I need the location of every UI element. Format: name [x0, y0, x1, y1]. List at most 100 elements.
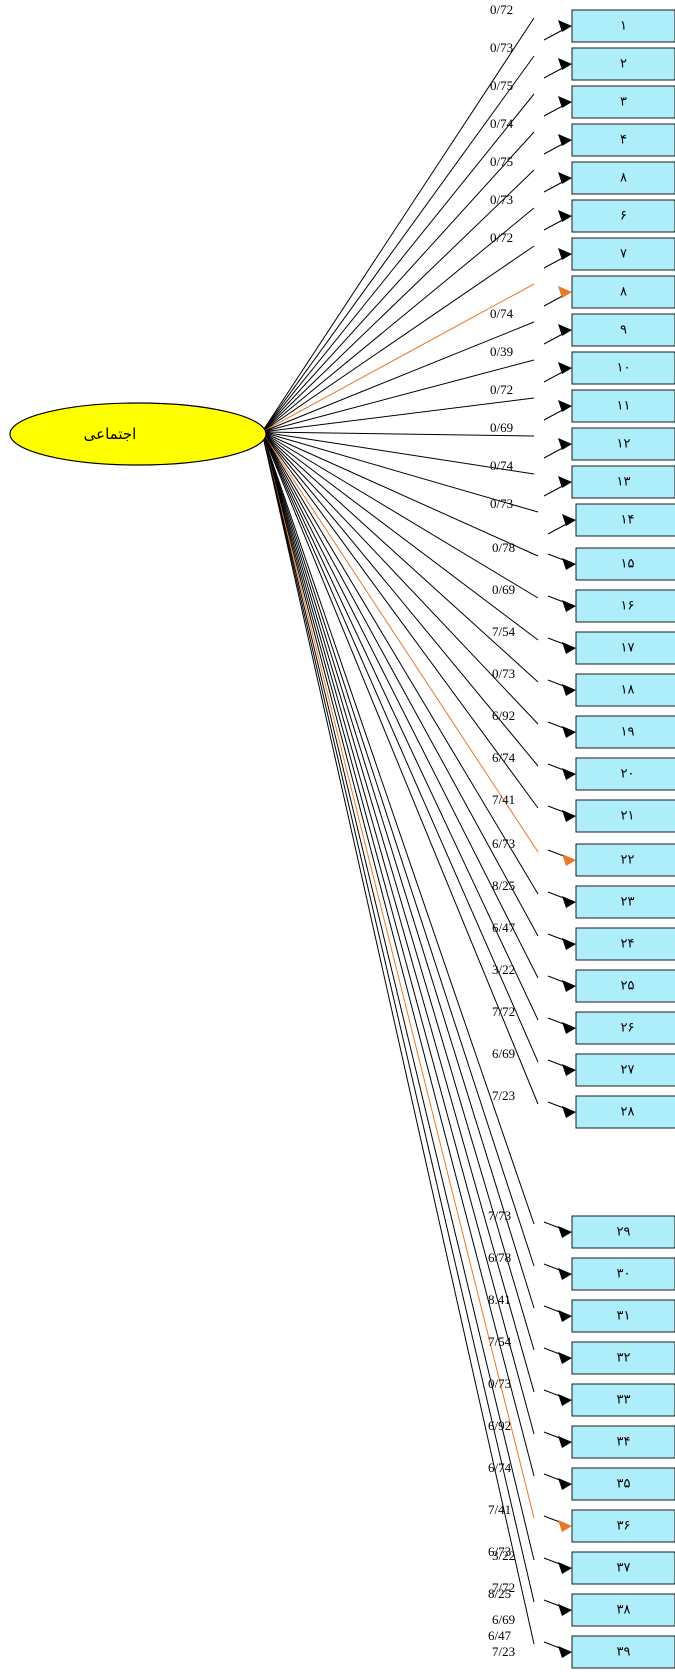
coefficient-35: 6/74 — [488, 1460, 512, 1475]
arrowhead-28 — [562, 1106, 576, 1118]
arrowhead-1 — [558, 20, 572, 32]
arrowhead-26 — [562, 1022, 576, 1034]
indicator-label-4: ۴ — [620, 133, 627, 148]
indicator-label-36: ٣۶ — [617, 1519, 631, 1534]
indicator-label-11: ١١ — [617, 399, 631, 414]
arrowhead-11 — [558, 400, 572, 412]
latent-variable-node[interactable]: اجتماعی — [10, 403, 266, 465]
arrowhead-33 — [558, 1394, 572, 1406]
arrowhead-6 — [558, 210, 572, 222]
arrowhead-9 — [558, 324, 572, 336]
indicator-label-12: ١٢ — [617, 437, 631, 452]
coefficient-17: 7/54 — [492, 624, 516, 639]
indicator-label-32: ٣٢ — [617, 1351, 631, 1366]
arrowhead-34 — [558, 1436, 572, 1448]
arrowhead-32 — [558, 1352, 572, 1364]
indicator-label-16: ١۶ — [621, 599, 635, 614]
coefficient-21: 7/41 — [492, 792, 515, 807]
indicator-label-27: ٢٧ — [621, 1063, 635, 1078]
indicator-label-33: ٣٣ — [617, 1393, 631, 1408]
arrowhead-19 — [562, 726, 576, 738]
indicator-label-25: ٢۵ — [621, 979, 635, 994]
indicator-label-7: ٧ — [620, 247, 627, 262]
indicator-label-39: ٣٩ — [617, 1645, 631, 1660]
coefficient-6: 0/73 — [490, 192, 513, 207]
indicator-label-28: ٢٨ — [621, 1105, 635, 1120]
edges-layer — [262, 18, 576, 1658]
arrowhead-10 — [558, 362, 572, 374]
coefficient-extra-1: 3/22 — [492, 1548, 515, 1563]
arrowhead-4 — [558, 134, 572, 146]
indicator-label-26: ٢۶ — [621, 1021, 635, 1036]
arrowhead-29 — [558, 1226, 572, 1238]
coefficient-16: 0/69 — [492, 582, 515, 597]
coefficient-36: 7/41 — [488, 1502, 511, 1517]
arrowhead-3 — [558, 96, 572, 108]
coefficient-13: 0/74 — [490, 458, 514, 473]
arrowhead-8 — [558, 286, 572, 298]
arrowhead-16 — [562, 600, 576, 612]
arrowhead-14 — [562, 514, 576, 526]
indicator-label-13: ١٣ — [617, 475, 631, 490]
latent-label: اجتماعی — [84, 425, 137, 443]
coefficient-27: 6/69 — [492, 1046, 515, 1061]
indicator-label-1: ١ — [620, 19, 627, 34]
coefficient-1: 0/72 — [490, 2, 513, 17]
arrowhead-17 — [562, 642, 576, 654]
coefficient-24: 6/47 — [492, 920, 516, 935]
indicator-label-20: ٢٠ — [621, 767, 635, 782]
indicator-label-17: ١٧ — [621, 641, 635, 656]
coefficient-25: 3/22 — [492, 962, 515, 977]
coefficient-18: 0/73 — [492, 666, 515, 681]
indicator-label-19: ١٩ — [621, 725, 635, 740]
arrowhead-30 — [558, 1268, 572, 1280]
arrowhead-23 — [562, 896, 576, 908]
arrowhead-12 — [558, 438, 572, 450]
path-line-31 — [262, 432, 534, 1308]
indicator-label-21: ٢١ — [621, 809, 635, 824]
coefficient-32: 7/54 — [488, 1334, 512, 1349]
indicator-label-15: ١۵ — [621, 557, 635, 572]
coefficient-20: 6/74 — [492, 750, 516, 765]
coefficient-11: 0/72 — [490, 382, 513, 397]
arrowhead-18 — [562, 684, 576, 696]
coefficient-29: 7/73 — [488, 1208, 511, 1223]
indicator-label-35: ٣۵ — [617, 1477, 631, 1492]
indicator-label-3: ٣ — [620, 95, 627, 110]
latent-ellipse[interactable] — [10, 403, 266, 465]
coefficient-26: 7/72 — [492, 1004, 515, 1019]
coefficient-5: 0/75 — [490, 154, 513, 169]
coefficient-9: 0/74 — [490, 306, 514, 321]
path-line-15 — [262, 432, 538, 556]
coefficient-22: 6/73 — [492, 836, 515, 851]
arrowhead-31 — [558, 1310, 572, 1322]
coefficient-extra-4: 7/23 — [492, 1644, 515, 1659]
coefficient-15: 0/78 — [492, 540, 515, 555]
indicator-label-37: ٣٧ — [617, 1561, 631, 1576]
arrowhead-2 — [558, 58, 572, 70]
coefficient-33: 0/73 — [488, 1376, 511, 1391]
coefficient-10: 0/39 — [490, 344, 513, 359]
indicator-label-30: ٣٠ — [617, 1267, 631, 1282]
arrowhead-21 — [562, 810, 576, 822]
path-line-22 — [262, 432, 538, 852]
coefficient-34: 6/92 — [488, 1418, 511, 1433]
indicator-label-14: ١۴ — [621, 513, 635, 528]
arrowhead-39 — [558, 1646, 572, 1658]
indicator-label-31: ٣١ — [617, 1309, 631, 1324]
coefficient-3: 0/75 — [490, 78, 513, 93]
indicator-label-23: ٢٣ — [621, 895, 635, 910]
coefficient-19: 6/92 — [492, 708, 515, 723]
arrowhead-36 — [558, 1520, 572, 1532]
indicator-label-22: ٢٢ — [621, 853, 635, 868]
indicator-label-24: ٢۴ — [621, 937, 635, 952]
coefficient-7: 0/72 — [490, 230, 513, 245]
coefficient-labels-layer: 0/72 0/73 0/75 0/74 0/75 0/73 0/72 0/74 0/39 0/72… — [488, 2, 516, 1659]
indicator-label-5: ٨ — [620, 171, 627, 186]
indicator-label-6: ۶ — [620, 209, 627, 224]
indicator-label-8: ٨ — [620, 285, 627, 300]
coefficient-extra-2: 7/72 — [492, 1580, 515, 1595]
indicator-label-38: ٣٨ — [617, 1603, 631, 1618]
arrowhead-15 — [562, 558, 576, 570]
